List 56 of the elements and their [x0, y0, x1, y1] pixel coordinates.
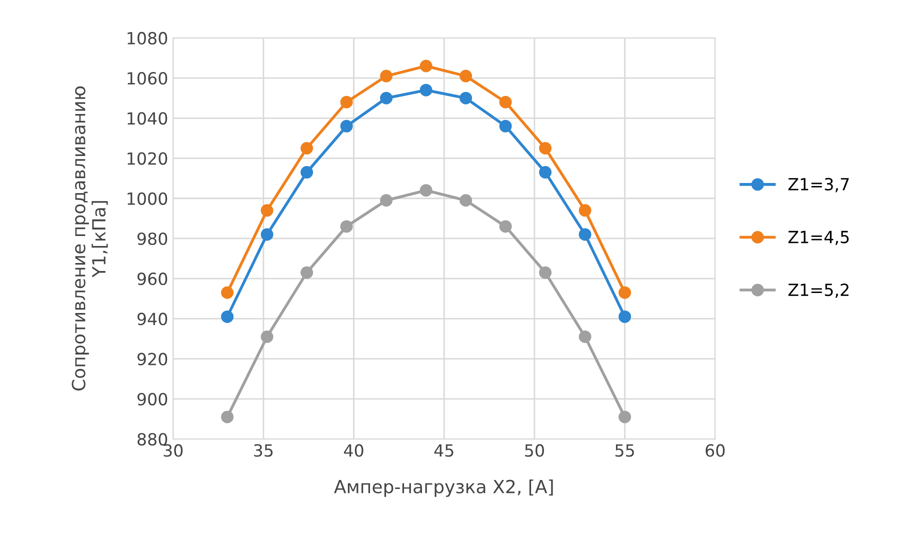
- point: [539, 166, 552, 179]
- point: [499, 120, 512, 132]
- y-axis-title: Сопротивление продавливанию Y1,[кПа]: [72, 86, 108, 391]
- point: [340, 96, 353, 108]
- y-tick-label: 1060: [128, 72, 168, 85]
- point: [618, 310, 632, 323]
- x-tick-label: 55: [615, 444, 634, 457]
- legend-label: Z1=4,5: [788, 230, 849, 246]
- y-tick-label: 920: [137, 352, 168, 366]
- point: [539, 142, 552, 154]
- y-tick-label: 880: [138, 432, 168, 446]
- x-tick-label: 60: [706, 444, 725, 457]
- point: [340, 120, 353, 132]
- point: [260, 204, 274, 217]
- point: [618, 286, 632, 299]
- point: [499, 220, 512, 233]
- y-tick-label: 1040: [128, 112, 168, 125]
- point: [300, 166, 314, 179]
- y-tick-label: 940: [137, 312, 168, 326]
- point: [460, 194, 472, 207]
- point: [578, 330, 592, 343]
- y-tick-label: 1080: [128, 32, 168, 45]
- x-tick-label: 40: [344, 444, 364, 457]
- x-tick-label: 45: [434, 444, 454, 457]
- point: [260, 228, 274, 241]
- x-tick-label: 50: [525, 444, 544, 457]
- point: [221, 410, 234, 424]
- y-tick-label: 960: [137, 272, 168, 286]
- x-tick-label: 35: [254, 444, 273, 457]
- point: [420, 184, 432, 197]
- point: [578, 204, 592, 217]
- legend-label: Z1=3,7: [788, 178, 849, 192]
- point: [460, 70, 472, 82]
- y-tick-label: 1020: [128, 152, 168, 165]
- point: [300, 266, 314, 279]
- legend-label: Z1=5,2: [788, 284, 848, 298]
- x-axis-title: Ампер-нагрузка X2, [А]: [334, 479, 553, 497]
- point: [221, 310, 234, 323]
- point: [380, 70, 393, 82]
- point: [300, 142, 314, 154]
- point: [380, 194, 393, 207]
- y-tick-label: 980: [137, 232, 168, 246]
- point: [499, 96, 512, 108]
- point: [578, 228, 592, 241]
- y-tick-label: 1000: [128, 192, 168, 205]
- point: [380, 92, 393, 104]
- point: [420, 60, 432, 72]
- point: [618, 410, 632, 424]
- point: [420, 84, 432, 96]
- point: [340, 220, 353, 233]
- x-tick-label: 30: [164, 444, 183, 457]
- point: [539, 266, 552, 279]
- point: [460, 92, 472, 104]
- point: [221, 286, 234, 299]
- y-tick-label: 900: [137, 392, 168, 406]
- point: [260, 330, 274, 343]
